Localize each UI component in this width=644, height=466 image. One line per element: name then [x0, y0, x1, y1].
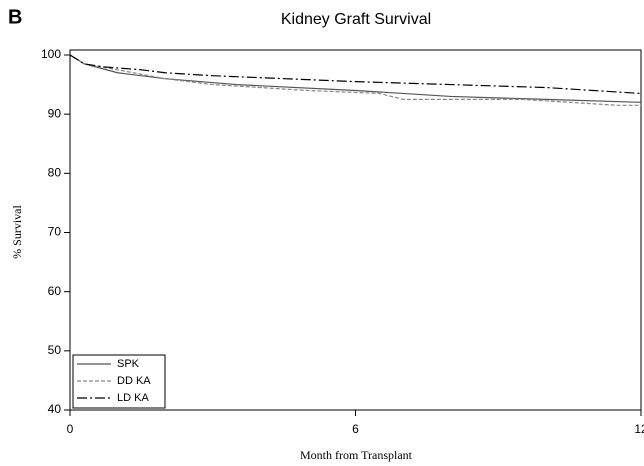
x-axis-label: Month from Transplant [300, 448, 413, 462]
y-tick-label: 70 [48, 225, 62, 239]
y-tick-label: 90 [48, 106, 62, 120]
y-axis-label: % Survival [10, 205, 24, 259]
x-tick-label: 12 [634, 422, 644, 436]
survival-line [69, 54, 641, 106]
x-tick-label: 0 [67, 422, 74, 436]
survival-line [69, 54, 642, 103]
y-tick-label: 60 [48, 284, 62, 298]
survival-line [69, 54, 642, 95]
y-tick-label: 80 [48, 166, 62, 180]
y-tick-label: 40 [48, 402, 62, 416]
y-tick-label: 100 [41, 47, 61, 61]
x-tick-label: 6 [352, 422, 359, 436]
legend-label: SPK [117, 358, 140, 370]
legend-label: LD KA [117, 392, 149, 404]
y-tick-label: 50 [48, 343, 62, 357]
legend-label: DD KA [117, 375, 151, 387]
panel-label: B [8, 6, 22, 28]
chart-title: Kidney Graft Survival [281, 11, 431, 28]
